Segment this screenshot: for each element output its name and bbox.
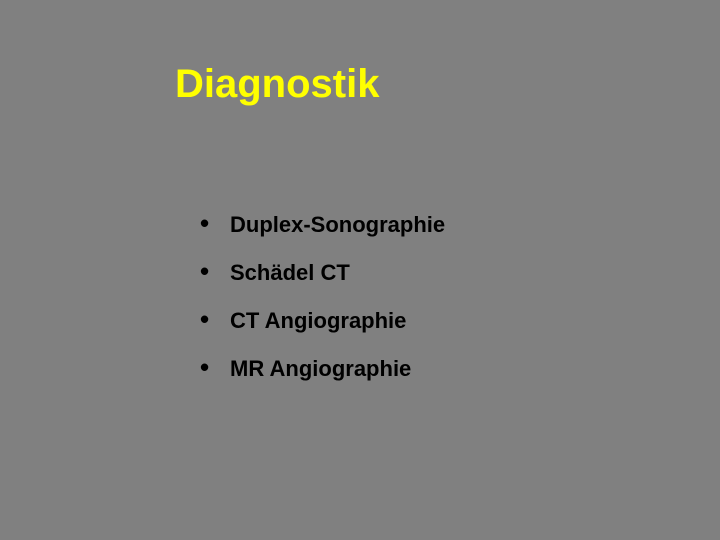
slide-title: Diagnostik [175, 62, 379, 107]
bullet-list: Duplex-Sonographie Schädel CT CT Angiogr… [200, 212, 445, 404]
list-item: CT Angiographie [200, 308, 445, 334]
slide-container: Diagnostik Duplex-Sonographie Schädel CT… [0, 0, 720, 540]
list-item: Duplex-Sonographie [200, 212, 445, 238]
list-item: MR Angiographie [200, 356, 445, 382]
list-item: Schädel CT [200, 260, 445, 286]
